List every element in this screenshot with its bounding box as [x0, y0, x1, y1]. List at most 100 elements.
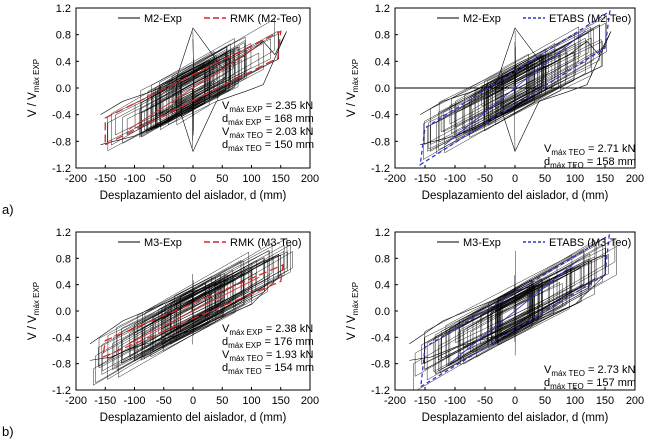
- x-tick-label: 150: [596, 395, 614, 407]
- annotation-value: = 2.71 kN: [585, 143, 636, 155]
- y-tick-label: -0.4: [52, 332, 71, 344]
- annotation-line: Vmáx TEO = 2.71 kN: [544, 143, 635, 157]
- row-label-b: b): [2, 424, 14, 439]
- y-axis-label-main: V / V: [346, 92, 358, 117]
- y-tick-label: -0.4: [52, 110, 71, 122]
- annotation-var: V: [222, 126, 230, 138]
- teo-outer-loop: [419, 10, 611, 166]
- annotation-value: = 150 mm: [262, 139, 314, 151]
- charts-layer: -200 -150 -100 -50 0 50 100 150 200 -1.2 -0.8 -0.4 0…: [27, 3, 644, 424]
- annotation-value: = 157 mm: [584, 377, 636, 389]
- annotation-var: d: [222, 336, 228, 348]
- legend: M3-Exp RMK (M3-Teo): [118, 237, 302, 249]
- annotation-var: d: [222, 362, 228, 374]
- y-axis-label-main: V / V: [27, 315, 39, 340]
- y-tick-label: 1.2: [375, 3, 390, 15]
- x-tick-label: -100: [123, 173, 145, 185]
- x-axis-label: Desplazamiento del aislador, d (mm): [100, 190, 287, 202]
- x-tick-label: 150: [272, 173, 290, 185]
- annotation-value: = 1.93 kN: [263, 349, 314, 361]
- annotation-var: V: [544, 143, 552, 155]
- x-tick-label: 100: [566, 395, 584, 407]
- y-tick-label: 0.8: [56, 30, 71, 42]
- y-tick-label: -1.2: [371, 385, 390, 397]
- x-tick-label: -200: [384, 395, 406, 407]
- x-tick-label: 50: [216, 395, 228, 407]
- y-axis-label: V / Vmáx EXP: [346, 59, 360, 117]
- chart-panel-0: -200 -150 -100 -50 0 50 100 150 200 -1.2 -0.8 -0.4 0…: [27, 3, 319, 202]
- x-tick-label: 50: [539, 173, 551, 185]
- x-tick-label: 100: [242, 395, 260, 407]
- y-tick-label: 0.4: [56, 56, 71, 68]
- x-tick-label: -50: [477, 395, 493, 407]
- y-tick-label: 0.0: [56, 306, 71, 318]
- y-tick-label: -0.8: [52, 136, 71, 148]
- y-tick-label: -0.8: [371, 136, 390, 148]
- annotation-sub: máx TEO: [229, 354, 263, 363]
- annotation-value: = 158 mm: [584, 156, 636, 168]
- x-tick-label: -200: [65, 395, 87, 407]
- annotation-line: dmáx TEO = 157 mm: [544, 377, 636, 391]
- x-tick-label: -200: [384, 173, 406, 185]
- y-tick-label: -0.4: [371, 110, 390, 122]
- plot-area: [100, 18, 287, 153]
- y-tick-label: 0.4: [375, 56, 390, 68]
- annotation-line: Vmáx TEO = 2.03 kN: [222, 126, 313, 140]
- legend-label-teo: RMK (M2-Teo): [230, 13, 302, 25]
- y-tick-label: 0.4: [56, 280, 71, 292]
- annotation-sub: máx EXP: [228, 118, 261, 127]
- x-tick-label: 0: [190, 395, 196, 407]
- x-tick-label: 200: [626, 395, 644, 407]
- annotation-value: = 2.03 kN: [263, 126, 314, 138]
- x-tick-label: -100: [123, 395, 145, 407]
- plot-area: [409, 234, 617, 390]
- y-axis-label: V / Vmáx EXP: [346, 282, 360, 340]
- annotation-line: dmáx EXP = 176 mm: [222, 336, 314, 350]
- row-label-a: a): [2, 202, 14, 217]
- legend: M3-Exp ETABS (M3-Teo): [437, 237, 631, 249]
- y-axis-label-sub: máx EXP: [32, 282, 41, 315]
- exp-hysteresis-loops: [423, 15, 607, 160]
- chart-panel-3: -200 -150 -100 -50 0 50 100 150 200 -1.2 -0.8 -0.4 0…: [346, 227, 644, 424]
- exp-hysteresis-loops: [93, 237, 293, 386]
- x-tick-label: 50: [539, 395, 551, 407]
- annotation-line: Vmáx EXP = 2.35 kN: [222, 100, 313, 114]
- annotation-line: dmáx TEO = 158 mm: [544, 156, 636, 170]
- annotation-sub: máx TEO: [550, 161, 584, 170]
- x-tick-label: 100: [242, 173, 260, 185]
- legend-label-exp: M3-Exp: [144, 237, 182, 249]
- y-tick-label: 1.2: [375, 227, 390, 239]
- x-tick-label: -150: [94, 395, 116, 407]
- legend-label-exp: M3-Exp: [463, 237, 501, 249]
- annotation-sub: máx TEO: [551, 369, 585, 378]
- y-axis-label-sub: máx EXP: [351, 59, 360, 92]
- legend-label-exp: M2-Exp: [144, 13, 182, 25]
- y-tick-label: 1.2: [56, 227, 71, 239]
- annotation-var: d: [222, 113, 228, 125]
- x-tick-label: -50: [156, 395, 172, 407]
- x-tick-label: -50: [156, 173, 172, 185]
- annotation-value: = 2.73 kN: [585, 364, 636, 376]
- legend: M2-Exp ETABS (M2-Teo): [437, 13, 631, 25]
- annotation-var: d: [544, 377, 550, 389]
- y-axis-label-main: V / V: [346, 315, 358, 340]
- plot-area: [419, 10, 612, 166]
- x-tick-label: -150: [414, 173, 436, 185]
- y-tick-label: 0.4: [375, 280, 390, 292]
- legend-label-teo: RMK (M3-Teo): [230, 237, 302, 249]
- y-axis-label-sub: máx EXP: [351, 282, 360, 315]
- x-tick-label: 200: [626, 173, 644, 185]
- x-tick-label: -100: [444, 173, 466, 185]
- annotation-sub: máx TEO: [550, 382, 584, 391]
- x-axis-label: Desplazamiento del aislador, d (mm): [100, 412, 287, 424]
- annotation-value: = 2.35 kN: [263, 100, 314, 112]
- legend-label-teo: ETABS (M3-Teo): [549, 237, 631, 249]
- x-tick-label: 150: [596, 173, 614, 185]
- annotation-sub: máx TEO: [551, 148, 585, 157]
- teo-inner-loops: [450, 259, 580, 363]
- y-tick-label: -0.8: [371, 359, 390, 371]
- annotation-sub: máx TEO: [228, 367, 262, 376]
- x-tick-label: 200: [301, 173, 319, 185]
- x-tick-label: 200: [301, 395, 319, 407]
